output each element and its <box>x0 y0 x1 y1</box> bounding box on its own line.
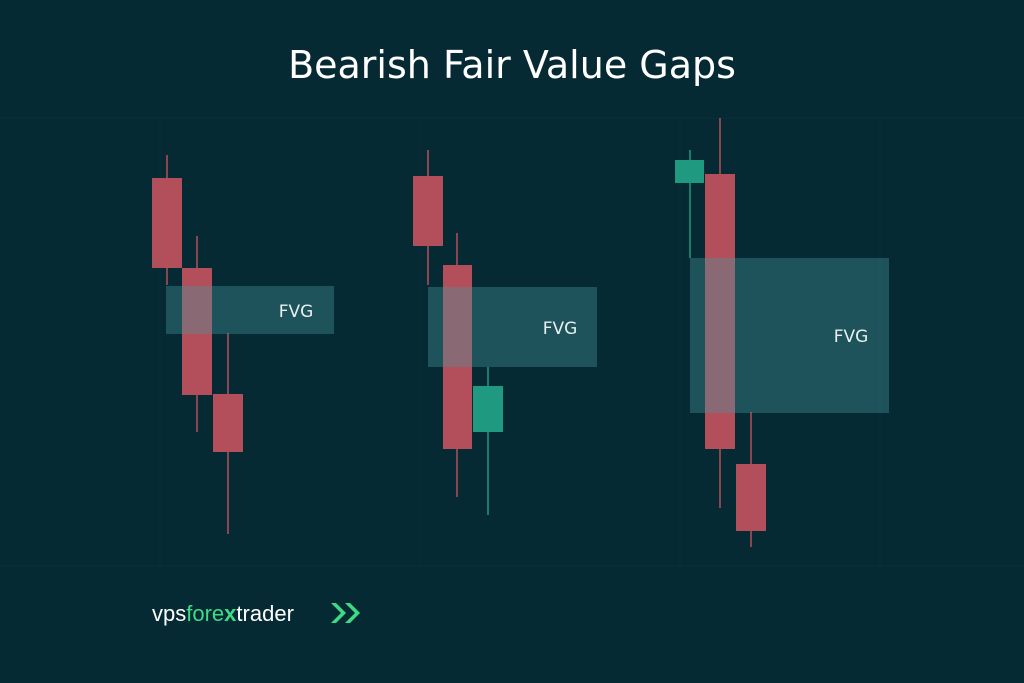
logo-chevron <box>331 603 346 623</box>
logo-part: x <box>224 601 237 626</box>
fvg-zone <box>166 286 334 334</box>
candle <box>736 464 766 531</box>
candle <box>213 394 243 452</box>
panel-1: FVG <box>152 155 334 534</box>
logo-part: trader <box>236 601 293 626</box>
logo-text: vpsforextrader <box>152 601 294 626</box>
panel-2: FVG <box>413 150 597 515</box>
panel-3: FVG <box>675 118 889 547</box>
logo: vpsforextrader <box>152 601 360 626</box>
fvg-label: FVG <box>279 302 314 322</box>
title: Bearish Fair Value Gaps <box>288 43 736 87</box>
logo-part: fore <box>186 601 224 626</box>
fvg-zone <box>428 287 597 367</box>
fvg-label: FVG <box>543 319 578 339</box>
candle <box>443 265 472 449</box>
candle <box>675 160 704 183</box>
fvg-zone <box>690 258 889 413</box>
candle <box>182 268 212 395</box>
candle <box>705 174 735 449</box>
candle <box>413 176 443 246</box>
logo-part: vps <box>152 601 186 626</box>
fvg-label: FVG <box>834 327 869 347</box>
candle <box>473 386 503 432</box>
logo-chevron <box>345 603 360 623</box>
candle <box>152 178 182 268</box>
